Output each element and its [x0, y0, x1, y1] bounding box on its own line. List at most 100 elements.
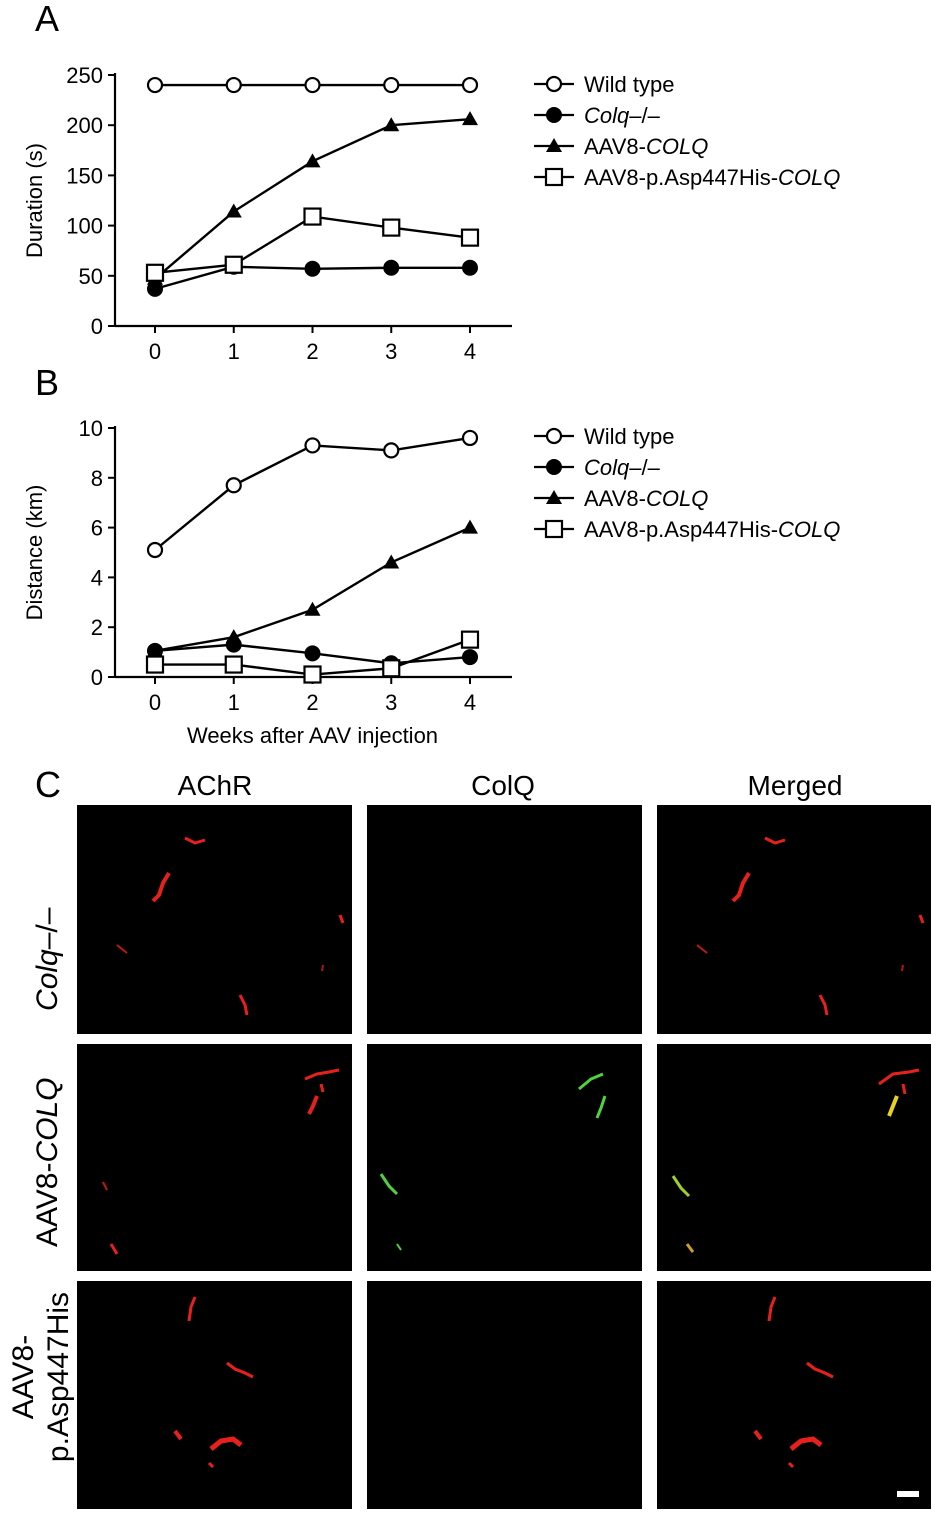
data-point-series-0 — [146, 541, 164, 559]
row-header-aav8-mutant-line2: p.Asp447His — [41, 1291, 75, 1463]
row-header-aav8-mutant: AAV8- p.Asp447His — [7, 1242, 77, 1512]
micrograph-aav8-colq-achr — [77, 1044, 352, 1271]
legend-label: AAV8-COLQ — [584, 486, 708, 511]
y-tick-label: 100 — [66, 214, 103, 239]
duration-chart: 0 50 100 150 200 250 0 1 2 3 4 Duration (s) — [22, 63, 512, 364]
micrograph-aav8-colq-merged — [657, 1044, 931, 1271]
data-point-series-2 — [225, 629, 242, 644]
data-point-series-1 — [462, 259, 478, 276]
y-tick-label: 8 — [91, 466, 103, 491]
legend-a: Wild type Colq–/– AAV8-COLQ AAV8-p.Asp447Hi… — [530, 68, 910, 198]
y-tick-label: 0 — [91, 314, 103, 339]
y-tick-label: 2 — [91, 615, 103, 640]
data-point-series-0 — [225, 76, 242, 94]
y-tick-label: 6 — [91, 516, 103, 541]
y-tick-label: 150 — [66, 163, 103, 188]
distance-chart: 0 2 4 6 8 10 0 1 2 3 4 Distance (km) Weeks after AAV… — [22, 416, 512, 748]
data-point-series-2 — [383, 117, 400, 132]
series-line-0 — [154, 436, 471, 551]
micrograph-colq-ko-merged — [657, 805, 931, 1034]
data-point-series-0 — [304, 437, 321, 454]
column-header-merged: Merged — [747, 770, 843, 801]
data-point-series-1 — [383, 259, 400, 276]
data-point-series-3 — [460, 228, 480, 247]
data-point-series-1 — [462, 649, 478, 666]
legend-label: Wild type — [584, 72, 674, 97]
legend-marker — [544, 167, 564, 187]
legend-marker — [545, 427, 563, 445]
data-point-series-2 — [147, 642, 163, 657]
y-tick-label: 50 — [79, 264, 103, 289]
y-tick-label: 4 — [91, 565, 103, 590]
column-header-colq: ColQ — [471, 770, 535, 801]
data-point-series-1 — [304, 260, 321, 277]
y-axis-label: Duration (s) — [22, 143, 47, 258]
micrograph-colq-ko-achr — [77, 805, 352, 1034]
micrograph-aav8-colq-colq — [367, 1044, 642, 1271]
legend-b: Wild type Colq–/– AAV8-COLQ AAV8-p.Asp447Hi… — [530, 420, 910, 550]
micrograph-mutant-achr — [77, 1281, 352, 1509]
micrograph-colq-ko-colq — [367, 805, 642, 1034]
y-tick-label: 250 — [66, 63, 103, 88]
data-point-series-0 — [383, 442, 400, 459]
data-point-series-2 — [462, 111, 478, 126]
y-tick-label: 10 — [79, 416, 103, 441]
data-point-series-3 — [145, 263, 165, 282]
legend-marker — [546, 138, 562, 152]
series-line-2 — [154, 526, 471, 653]
legend-label: Colq–/– — [584, 455, 661, 480]
data-point-series-3 — [460, 630, 480, 649]
x-tick-label: 1 — [228, 690, 240, 715]
data-point-series-2 — [304, 153, 321, 168]
legend-b-svg: Wild type Colq–/– AAV8-COLQ AAV8-p.Asp447Hi… — [534, 424, 840, 542]
row-header-aav8-mutant-line1: AAV8- — [7, 1334, 40, 1420]
data-point-series-2 — [383, 554, 400, 569]
legend-a-svg: Wild type Colq–/– AAV8-COLQ AAV8-p.Asp447Hi… — [534, 72, 840, 190]
micrograph-mutant-merged — [657, 1281, 931, 1509]
data-point-series-2 — [462, 519, 478, 534]
data-point-series-0 — [461, 429, 479, 447]
data-point-series-0 — [383, 76, 400, 94]
data-point-series-2 — [225, 203, 242, 218]
x-axis-label: Weeks after AAV injection — [187, 723, 438, 748]
legend-marker — [545, 75, 563, 93]
data-point-series-3 — [382, 218, 401, 237]
data-point-series-3 — [303, 207, 322, 226]
data-point-series-3 — [224, 655, 243, 674]
x-tick-label: 2 — [306, 339, 318, 364]
x-tick-label: 1 — [228, 339, 240, 364]
y-tick-label: 200 — [66, 113, 103, 138]
legend-marker — [546, 459, 562, 475]
x-tick-label: 0 — [149, 339, 161, 364]
x-tick-label: 0 — [149, 690, 161, 715]
data-point-series-3 — [382, 659, 401, 678]
legend-label: Wild type — [584, 424, 674, 449]
legend-marker — [544, 519, 564, 539]
x-tick-label: 4 — [464, 339, 476, 364]
data-point-series-0 — [146, 76, 164, 94]
data-point-series-2 — [304, 601, 321, 616]
panel-label-a: A — [35, 0, 60, 39]
x-tick-label: 3 — [385, 690, 397, 715]
panel-label-b: B — [35, 362, 60, 403]
legend-marker — [546, 490, 562, 504]
column-header-achr: AChR — [177, 770, 253, 801]
data-point-series-3 — [145, 655, 165, 674]
data-point-series-0 — [225, 477, 242, 494]
data-point-series-0 — [304, 76, 321, 94]
micrograph-mutant-colq — [367, 1281, 642, 1509]
data-point-series-1 — [304, 645, 321, 662]
x-tick-label: 2 — [306, 690, 318, 715]
row-header-aav8-colq: AAV8-COLQ — [30, 1077, 64, 1248]
data-point-series-3 — [224, 255, 243, 274]
legend-label: AAV8-p.Asp447His-COLQ — [584, 165, 840, 190]
x-tick-label: 4 — [464, 690, 476, 715]
y-axis-label: Distance (km) — [22, 485, 47, 621]
legend-marker — [546, 107, 562, 123]
y-tick-label: 0 — [91, 665, 103, 690]
legend-label: AAV8-p.Asp447His-COLQ — [584, 517, 840, 542]
legend-label: AAV8-COLQ — [584, 134, 708, 159]
data-point-series-3 — [303, 665, 322, 684]
scale-bar — [897, 1491, 919, 1497]
series-line-2 — [154, 117, 471, 280]
